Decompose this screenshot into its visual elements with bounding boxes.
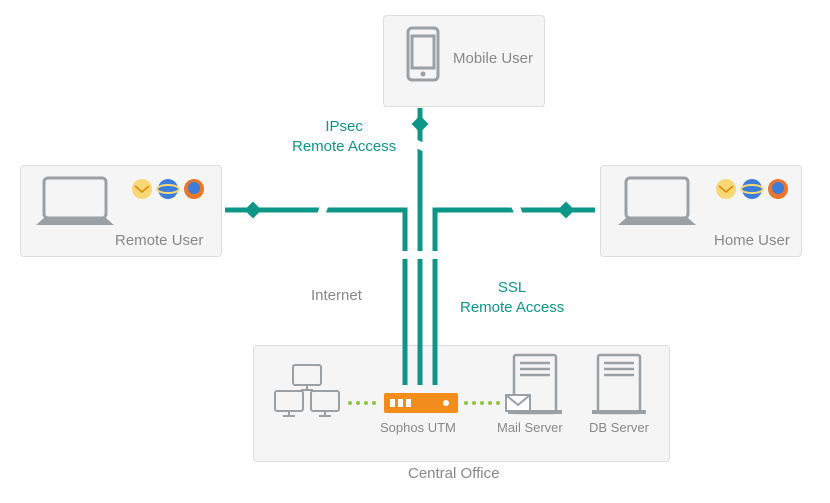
ipsec-label: IPsec Remote Access <box>292 117 396 156</box>
ssl-label: SSL Remote Access <box>460 278 564 317</box>
db-server-label: DB Server <box>589 420 649 435</box>
remote-user-label: Remote User <box>115 232 203 249</box>
mail-server-label: Mail Server <box>497 420 563 435</box>
internet-label: Internet <box>311 287 362 304</box>
central-office-box <box>253 345 670 462</box>
central-office-label: Central Office <box>408 465 499 482</box>
home-user-label: Home User <box>714 232 790 249</box>
sophos-utm-label: Sophos UTM <box>380 420 456 435</box>
mobile-user-label: Mobile User <box>453 50 533 67</box>
